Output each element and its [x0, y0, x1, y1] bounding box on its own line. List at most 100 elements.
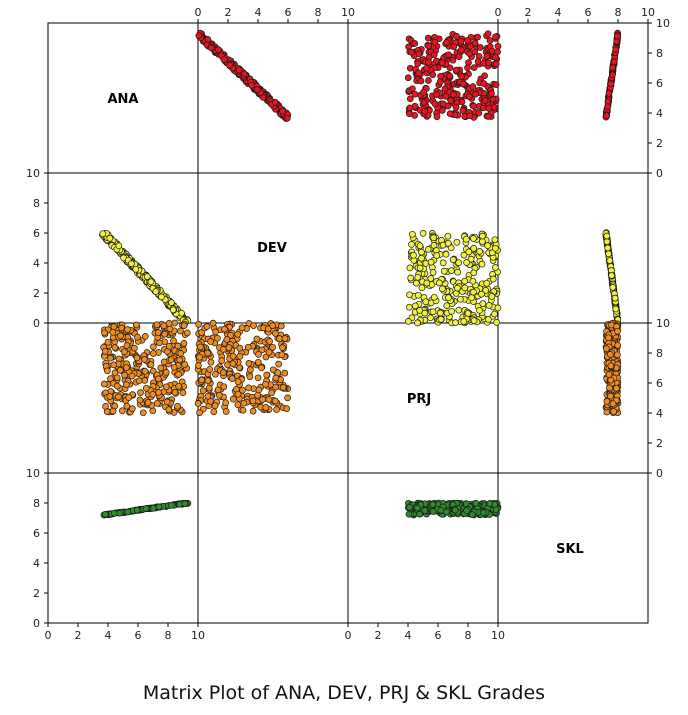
point-prj-ana [176, 356, 184, 364]
point-prj-dev [199, 387, 207, 394]
tick-label-left: 8 [33, 197, 40, 210]
point-dev-prj [418, 248, 425, 256]
point-dev-prj [422, 298, 430, 306]
point-prj-dev [274, 369, 282, 377]
point-prj-dev [196, 409, 203, 416]
point-prj-dev [271, 397, 279, 405]
point-dev-ana [169, 306, 177, 314]
point-ana-prj [486, 37, 494, 44]
variable-labels: ANA DEV PRJ SKL [107, 92, 583, 557]
tick-label-bottom: 0 [345, 629, 352, 642]
point-dev-prj [476, 248, 483, 255]
point-prj-ana [149, 367, 157, 375]
point-dev-prj [427, 258, 435, 266]
point-dev-prj [455, 259, 463, 267]
point-prj-ana [154, 329, 162, 336]
point-ana-prj [483, 52, 491, 60]
point-prj-ana [103, 408, 111, 415]
point-ana-prj [429, 71, 437, 79]
point-skl-prj [462, 500, 470, 507]
point-dev-prj [461, 284, 469, 292]
point-prj-skl [613, 384, 620, 392]
point-prj-dev [277, 322, 285, 330]
point-prj-dev [234, 378, 242, 386]
point-prj-dev [211, 402, 219, 410]
point-ana-prj [420, 99, 428, 106]
point-dev-prj [437, 315, 445, 323]
point-dev-prj [427, 314, 434, 322]
tick-label-right: 4 [656, 407, 663, 420]
point-prj-ana [141, 356, 148, 363]
point-dev-ana [99, 230, 107, 238]
point-ana-prj [425, 58, 432, 66]
point-prj-dev [279, 344, 286, 351]
point-prj-dev [204, 392, 212, 400]
point-prj-dev [262, 404, 270, 411]
point-prj-ana [177, 327, 184, 335]
point-prj-dev [205, 384, 213, 392]
point-ana-prj [445, 51, 452, 59]
point-skl-prj [437, 506, 445, 514]
point-skl-prj [429, 501, 437, 508]
point-dev-prj [484, 242, 491, 249]
tick-label-bottom: 0 [45, 629, 52, 642]
point-ana-skl [612, 46, 620, 53]
point-dev-prj [465, 248, 473, 256]
point-dev-skl [612, 305, 620, 313]
point-dev-prj [492, 244, 499, 252]
point-skl-ana [181, 500, 189, 507]
point-dev-prj [414, 273, 422, 281]
point-prj-dev [258, 346, 266, 354]
point-skl-ana [176, 500, 183, 508]
point-prj-dev [265, 396, 273, 403]
point-ana-prj [424, 34, 432, 42]
point-dev-prj [482, 287, 490, 294]
tick-label-bottom: 6 [135, 629, 142, 642]
point-dev-prj [416, 307, 424, 314]
point-skl-prj [421, 507, 429, 514]
panel-ana-skl [497, 22, 649, 174]
point-prj-ana [123, 342, 131, 349]
point-prj-dev [229, 352, 237, 360]
point-ana-prj [470, 64, 478, 71]
point-ana-prj [470, 102, 477, 110]
point-dev-skl [611, 294, 619, 302]
point-ana-prj [442, 93, 450, 100]
point-ana-prj [466, 112, 474, 120]
tick-label-top: 10 [641, 6, 655, 19]
point-dev-prj [429, 269, 437, 276]
point-skl-ana [133, 506, 141, 514]
point-prj-ana [123, 364, 130, 371]
point-dev-prj [445, 294, 452, 302]
point-ana-prj [406, 104, 414, 112]
point-prj-ana [113, 374, 121, 382]
point-prj-ana [171, 319, 179, 327]
point-prj-dev [207, 397, 214, 405]
point-dev-prj [449, 256, 457, 263]
point-prj-ana [123, 381, 130, 388]
point-prj-dev [278, 351, 286, 359]
point-ana-skl [614, 32, 621, 40]
point-dev-prj [462, 235, 470, 243]
point-prj-dev [265, 348, 273, 356]
point-dev-prj [463, 259, 470, 266]
point-ana-skl [613, 38, 621, 45]
point-prj-ana [183, 329, 191, 337]
point-ana-prj [433, 91, 440, 98]
point-ana-skl [604, 103, 612, 111]
point-ana-dev [241, 70, 248, 78]
point-dev-ana [143, 273, 151, 280]
point-ana-prj [488, 47, 496, 55]
point-prj-ana [144, 399, 152, 406]
point-prj-ana [104, 338, 112, 346]
point-prj-dev [222, 399, 230, 407]
point-dev-prj [406, 264, 414, 272]
point-ana-prj [447, 97, 455, 105]
point-dev-prj [421, 309, 429, 317]
point-dev-prj [489, 275, 497, 283]
point-prj-ana [135, 377, 143, 385]
point-dev-prj [491, 310, 498, 318]
point-dev-prj [467, 255, 475, 263]
point-dev-skl [605, 250, 612, 258]
point-dev-prj [439, 259, 447, 267]
